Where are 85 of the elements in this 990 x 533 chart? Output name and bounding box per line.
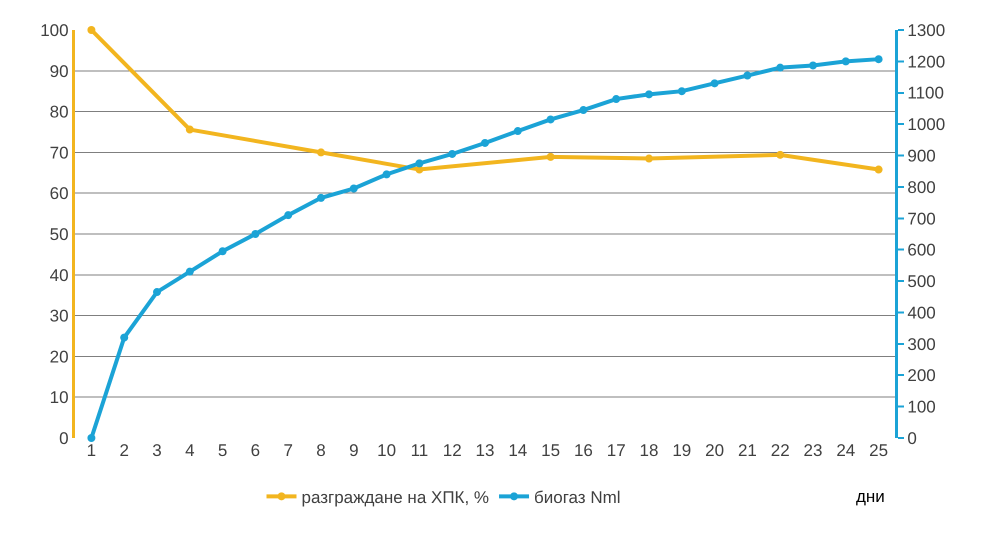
point xyxy=(874,166,883,174)
point xyxy=(382,170,391,178)
x-tick-label: 15 xyxy=(541,441,560,460)
y-tick-label: 100 xyxy=(40,20,69,40)
point xyxy=(317,194,325,202)
x-tick-label: 8 xyxy=(316,441,326,460)
y-tick-label: 90 xyxy=(50,62,69,81)
y-tick-label: 60 xyxy=(50,184,69,204)
point xyxy=(874,55,883,64)
x-tick-label: 3 xyxy=(152,441,162,460)
point xyxy=(153,288,161,296)
y-tick-label: 40 xyxy=(50,266,69,285)
x-tick-label: 23 xyxy=(804,441,822,460)
x-tick-label: 16 xyxy=(574,441,593,460)
y-tick-label: 20 xyxy=(50,347,69,366)
point xyxy=(251,230,260,238)
y2-tick-label: 800 xyxy=(907,178,936,197)
x-tick-label: 9 xyxy=(349,441,359,460)
point xyxy=(120,334,128,342)
x-tick-label: 24 xyxy=(836,441,856,460)
point xyxy=(710,79,719,88)
point xyxy=(546,115,555,124)
x-tick-label: 1 xyxy=(86,441,96,460)
legend-label: разграждане на ХПК, % xyxy=(302,488,490,507)
x-tick-label: 18 xyxy=(640,441,658,460)
y2-tick-label: 100 xyxy=(907,398,936,417)
y2-tick-label: 400 xyxy=(907,303,936,322)
point xyxy=(776,64,784,72)
y2-tick-label: 500 xyxy=(907,272,936,292)
y2-tick-label: 1000 xyxy=(907,115,946,134)
y2-tick-label: 600 xyxy=(907,240,936,260)
point xyxy=(87,434,96,442)
point xyxy=(743,72,752,80)
point xyxy=(317,148,325,156)
point xyxy=(645,90,653,98)
x-tick-label: 12 xyxy=(442,441,462,460)
x-tick-label: 21 xyxy=(738,441,757,460)
y2-tick-label: 0 xyxy=(907,428,917,448)
y2-tick-label: 200 xyxy=(907,366,936,386)
x-tick-label: 2 xyxy=(119,441,129,460)
point xyxy=(579,106,588,114)
y2-tick-label: 1200 xyxy=(907,52,946,72)
point xyxy=(186,126,194,134)
point xyxy=(514,127,522,136)
x-axis-title: дни xyxy=(856,487,885,506)
y-tick-label: 50 xyxy=(50,224,69,244)
x-tick-label: 10 xyxy=(377,441,396,460)
point xyxy=(842,57,850,66)
x-tick-label: 11 xyxy=(410,441,428,460)
x-tick-label: 4 xyxy=(185,441,195,460)
y-tick-label: 0 xyxy=(59,428,69,448)
point xyxy=(776,150,784,159)
y-tick-label: 70 xyxy=(50,143,69,162)
x-tick-label: 7 xyxy=(283,441,293,460)
point xyxy=(809,61,817,70)
x-tick-label: 25 xyxy=(869,441,888,460)
point xyxy=(218,247,227,256)
point xyxy=(350,184,358,192)
y-tick-label: 80 xyxy=(50,102,69,122)
x-tick-label: 19 xyxy=(672,441,692,460)
y2-tick-label: 300 xyxy=(907,334,936,354)
y2-tick-label: 1100 xyxy=(907,84,944,103)
y2-tick-label: 1300 xyxy=(907,20,946,40)
point xyxy=(645,154,653,163)
point xyxy=(186,268,194,276)
x-tick-label: 14 xyxy=(508,441,528,460)
point xyxy=(87,26,96,34)
legend-label: биогаз Nml xyxy=(534,488,621,507)
x-tick-label: 17 xyxy=(606,441,626,460)
point xyxy=(612,95,620,104)
point xyxy=(481,138,489,147)
point xyxy=(678,87,686,96)
x-tick-label: 22 xyxy=(770,441,790,460)
point xyxy=(284,211,292,220)
x-tick-label: 20 xyxy=(705,441,724,460)
y-tick-label: 30 xyxy=(50,306,69,326)
point xyxy=(415,159,424,168)
point xyxy=(448,150,456,158)
x-tick-label: 5 xyxy=(218,441,228,460)
x-tick-label: 13 xyxy=(476,441,494,460)
x-tick-label: 6 xyxy=(250,441,260,460)
y2-tick-label: 700 xyxy=(907,209,936,228)
y2-tick-label: 900 xyxy=(907,146,936,166)
point xyxy=(546,152,555,161)
y-tick-label: 10 xyxy=(50,388,69,408)
